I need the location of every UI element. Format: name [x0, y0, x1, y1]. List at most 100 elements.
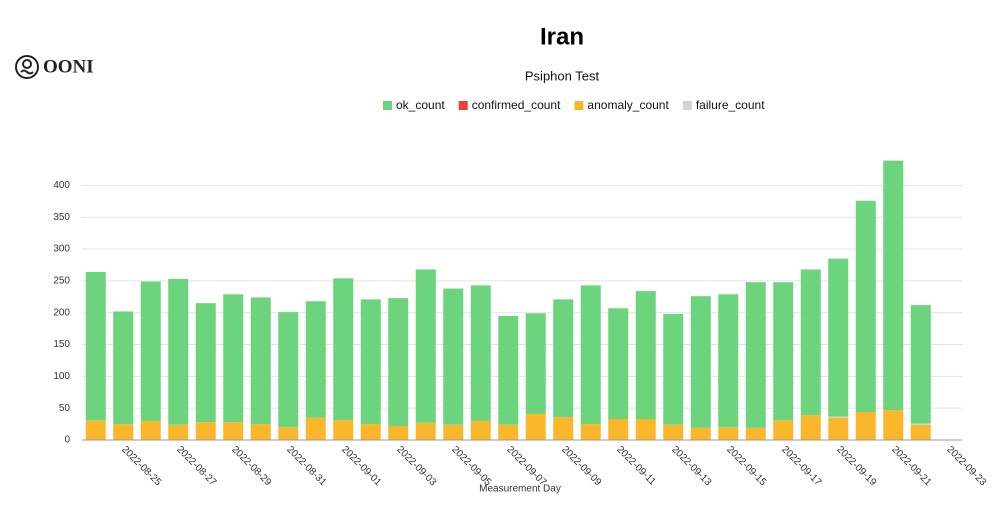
y-tick-label: 400	[53, 180, 70, 191]
bar-segment	[690, 427, 711, 440]
bar-segment	[278, 427, 299, 440]
bar-segment	[470, 285, 491, 421]
bar-segment	[828, 258, 849, 417]
y-tick-label: 50	[59, 403, 71, 414]
bar-segment	[663, 314, 684, 425]
bar-segment	[718, 427, 739, 440]
bar-segment	[278, 312, 299, 428]
bar-segment	[800, 269, 821, 416]
bar-segment	[635, 291, 656, 419]
bar-segment	[388, 298, 409, 426]
bar-segment	[360, 299, 381, 425]
x-tick-label: 2022-08-29	[229, 444, 273, 488]
y-tick-label: 150	[53, 339, 70, 350]
x-tick-label: 2022-09-01	[339, 444, 383, 488]
bar-segment	[250, 424, 271, 440]
bar-segment	[195, 303, 216, 423]
bar-segment	[855, 200, 876, 412]
bar-segment	[663, 424, 684, 440]
legend-swatch	[383, 101, 392, 110]
bar-segment	[250, 297, 271, 425]
bar-segment	[608, 308, 629, 419]
bar-segment	[113, 424, 134, 440]
bar-segment	[745, 427, 766, 440]
bar-segment	[443, 288, 464, 425]
legend-label: failure_count	[696, 98, 765, 112]
bar-segment	[415, 422, 436, 440]
bar-segment	[635, 419, 656, 440]
y-tick-label: 100	[53, 371, 70, 382]
legend-swatch	[682, 101, 692, 110]
bar-segment	[85, 420, 106, 440]
chart-title: Iran	[540, 23, 584, 50]
x-tick-label: 2022-09-19	[834, 444, 878, 488]
x-tick-label: 2022-09-07	[504, 444, 548, 488]
bar-segment	[113, 311, 134, 425]
bar-segment	[580, 285, 601, 425]
bar-segment	[828, 416, 849, 418]
bar-segment	[828, 417, 849, 440]
bar-segment	[470, 420, 491, 440]
bar-segment	[553, 417, 574, 440]
bar-segment	[305, 417, 326, 440]
y-tick-label: 0	[64, 435, 70, 446]
bar-segment	[800, 415, 821, 440]
bar-segment	[690, 296, 711, 428]
legend-swatch	[458, 101, 468, 110]
x-tick-label: 2022-09-05	[449, 444, 493, 488]
bar-segment	[388, 426, 409, 440]
x-tick-label: 2022-09-17	[779, 444, 823, 488]
bar-segment	[553, 299, 574, 418]
x-tick-label: 2022-08-25	[119, 444, 163, 488]
legend-label: confirmed_count	[472, 98, 561, 112]
bar-segment	[773, 420, 794, 440]
bar-segment	[195, 422, 216, 440]
logo-icon	[15, 55, 39, 79]
bar-segment	[140, 420, 161, 440]
bar-segment	[360, 424, 381, 440]
chart-subtitle: Psiphon Test	[525, 68, 600, 83]
bar-segment	[333, 420, 354, 440]
y-tick-label: 300	[53, 244, 70, 255]
bar-segment	[498, 315, 519, 425]
bar-segment	[910, 424, 931, 440]
x-tick-label: 2022-09-23	[944, 444, 988, 488]
bar-segment	[580, 424, 601, 440]
bar-segment	[168, 424, 189, 440]
bar-segment	[140, 281, 161, 421]
bar-segment	[910, 423, 931, 425]
bar-segment	[883, 160, 904, 411]
bar-segment	[608, 419, 629, 440]
bar-segment	[223, 422, 244, 440]
y-tick-label: 350	[53, 212, 70, 223]
bar-segment	[223, 294, 244, 423]
legend-swatch	[574, 101, 584, 110]
bar-segment	[498, 424, 519, 440]
bar-segment	[85, 272, 106, 421]
x-tick-label: 2022-09-15	[724, 444, 768, 488]
legend-label: ok_count	[396, 98, 445, 112]
bar-segment	[910, 305, 931, 424]
bar-segment	[525, 313, 546, 414]
y-tick-label: 200	[53, 307, 70, 318]
x-tick-label: 2022-09-11	[614, 444, 658, 488]
bar-segment	[718, 294, 739, 428]
bar-segment	[305, 301, 326, 418]
x-tick-label: 2022-08-31	[284, 444, 328, 488]
x-tick-label: 2022-09-03	[394, 444, 438, 488]
bar-segment	[883, 410, 904, 440]
x-tick-label: 2022-08-27	[174, 444, 218, 488]
bar-segment	[855, 412, 876, 440]
logo-text: OONI	[43, 56, 94, 77]
bar-segment	[168, 279, 189, 425]
x-tick-label: 2022-09-21	[889, 444, 933, 488]
bar-segment	[745, 282, 766, 428]
legend-label: anomaly_count	[587, 98, 669, 112]
bar-segment	[443, 424, 464, 440]
bar-segment	[333, 278, 354, 421]
bar-segment	[415, 269, 436, 423]
x-tick-label: 2022-09-13	[669, 444, 713, 488]
x-axis-label: Measurement Day	[479, 484, 561, 495]
bar-segment	[525, 413, 546, 440]
